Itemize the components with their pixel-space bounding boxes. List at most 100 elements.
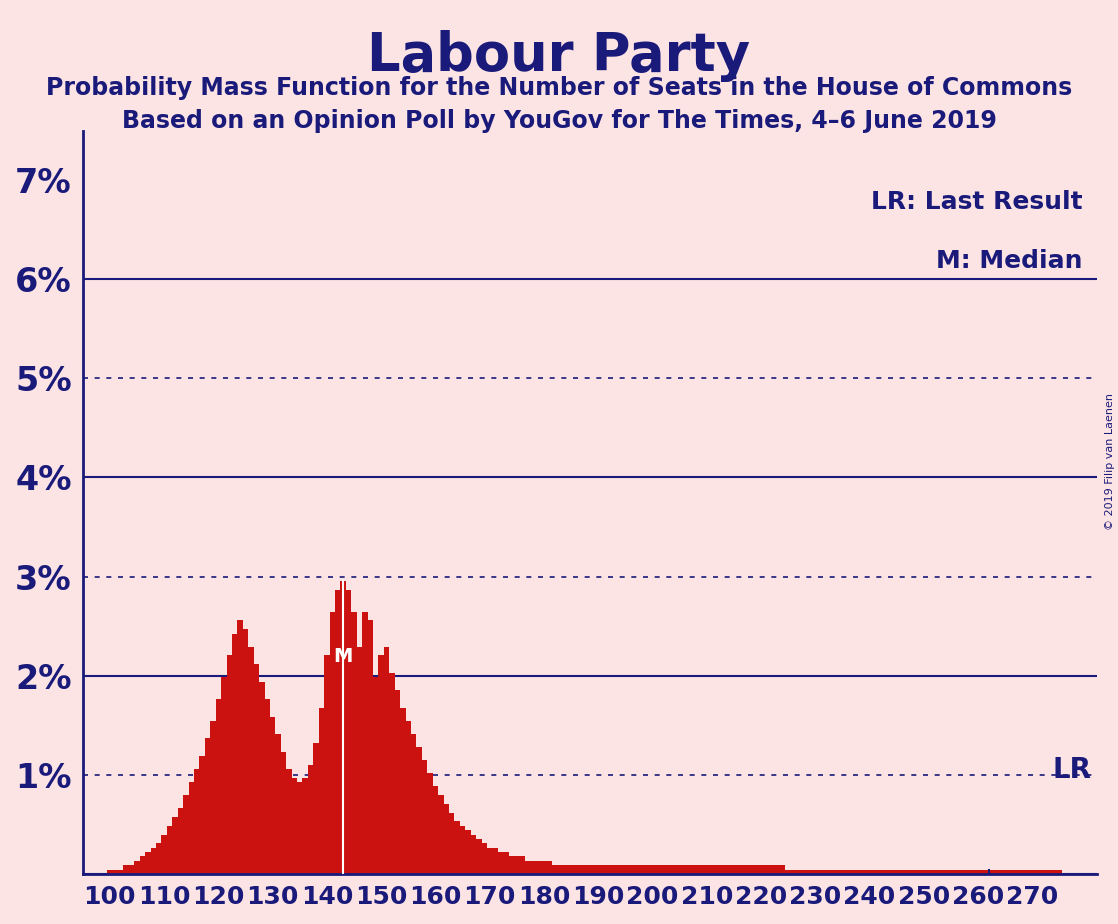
Bar	[1057, 869, 1062, 874]
Bar	[265, 699, 269, 874]
Bar	[579, 865, 585, 874]
Bar	[345, 590, 351, 874]
Bar	[1008, 869, 1013, 874]
Bar	[752, 865, 758, 874]
Bar	[937, 869, 942, 874]
Bar	[796, 869, 802, 874]
Bar	[389, 673, 395, 874]
Bar	[373, 677, 379, 874]
Bar	[742, 865, 748, 874]
Bar	[948, 869, 954, 874]
Bar	[840, 869, 845, 874]
Bar	[199, 756, 205, 874]
Bar	[889, 869, 894, 874]
Bar	[699, 865, 704, 874]
Bar	[254, 664, 259, 874]
Bar	[872, 869, 878, 874]
Bar	[514, 857, 520, 874]
Bar	[975, 869, 980, 874]
Bar	[861, 869, 866, 874]
Bar	[612, 865, 617, 874]
Bar	[383, 647, 389, 874]
Bar	[123, 865, 129, 874]
Bar	[1003, 869, 1008, 874]
Bar	[167, 826, 172, 874]
Bar	[726, 865, 731, 874]
Bar	[628, 865, 634, 874]
Bar	[552, 865, 558, 874]
Bar	[444, 804, 449, 874]
Bar	[172, 817, 178, 874]
Bar	[676, 865, 682, 874]
Bar	[959, 869, 965, 874]
Bar	[216, 699, 221, 874]
Bar	[520, 857, 525, 874]
Bar	[357, 647, 362, 874]
Bar	[807, 869, 813, 874]
Bar	[1051, 869, 1057, 874]
Bar	[970, 869, 975, 874]
Bar	[482, 844, 487, 874]
Text: © 2019 Filip van Laenen: © 2019 Filip van Laenen	[1105, 394, 1115, 530]
Bar	[129, 865, 134, 874]
Bar	[395, 690, 400, 874]
Bar	[330, 612, 335, 874]
Bar	[324, 655, 330, 874]
Bar	[237, 620, 243, 874]
Bar	[319, 708, 324, 874]
Bar	[503, 852, 509, 874]
Bar	[644, 865, 650, 874]
Bar	[411, 734, 416, 874]
Bar	[210, 721, 216, 874]
Bar	[780, 865, 786, 874]
Bar	[145, 852, 151, 874]
Bar	[183, 796, 189, 874]
Text: M: Median: M: Median	[936, 249, 1082, 274]
Bar	[449, 813, 454, 874]
Bar	[1035, 869, 1041, 874]
Bar	[661, 865, 666, 874]
Bar	[487, 847, 492, 874]
Bar	[1045, 869, 1051, 874]
Text: Probability Mass Function for the Number of Seats in the House of Commons: Probability Mass Function for the Number…	[46, 76, 1072, 100]
Bar	[379, 655, 383, 874]
Bar	[851, 869, 856, 874]
Text: Based on an Opinion Poll by YouGov for The Times, 4–6 June 2019: Based on an Opinion Poll by YouGov for T…	[122, 109, 996, 133]
Bar	[894, 869, 899, 874]
Bar	[536, 861, 541, 874]
Bar	[307, 765, 313, 874]
Bar	[476, 839, 482, 874]
Bar	[731, 865, 737, 874]
Bar	[758, 865, 764, 874]
Bar	[421, 760, 427, 874]
Bar	[1030, 869, 1035, 874]
Bar	[281, 751, 286, 874]
Bar	[606, 865, 612, 874]
Bar	[866, 869, 872, 874]
Bar	[335, 590, 341, 874]
Bar	[650, 865, 655, 874]
Bar	[737, 865, 742, 874]
Bar	[563, 865, 568, 874]
Bar	[845, 869, 851, 874]
Bar	[775, 865, 780, 874]
Bar	[748, 865, 752, 874]
Bar	[433, 786, 438, 874]
Bar	[585, 865, 590, 874]
Bar	[942, 869, 948, 874]
Bar	[351, 612, 357, 874]
Bar	[883, 869, 889, 874]
Bar	[269, 716, 275, 874]
Bar	[525, 861, 530, 874]
Bar	[341, 581, 345, 874]
Bar	[157, 844, 161, 874]
Text: LR: LR	[1053, 756, 1092, 784]
Bar	[297, 782, 303, 874]
Bar	[178, 808, 183, 874]
Bar	[904, 869, 910, 874]
Bar	[406, 721, 411, 874]
Bar	[818, 869, 823, 874]
Bar	[932, 869, 937, 874]
Bar	[530, 861, 536, 874]
Bar	[634, 865, 638, 874]
